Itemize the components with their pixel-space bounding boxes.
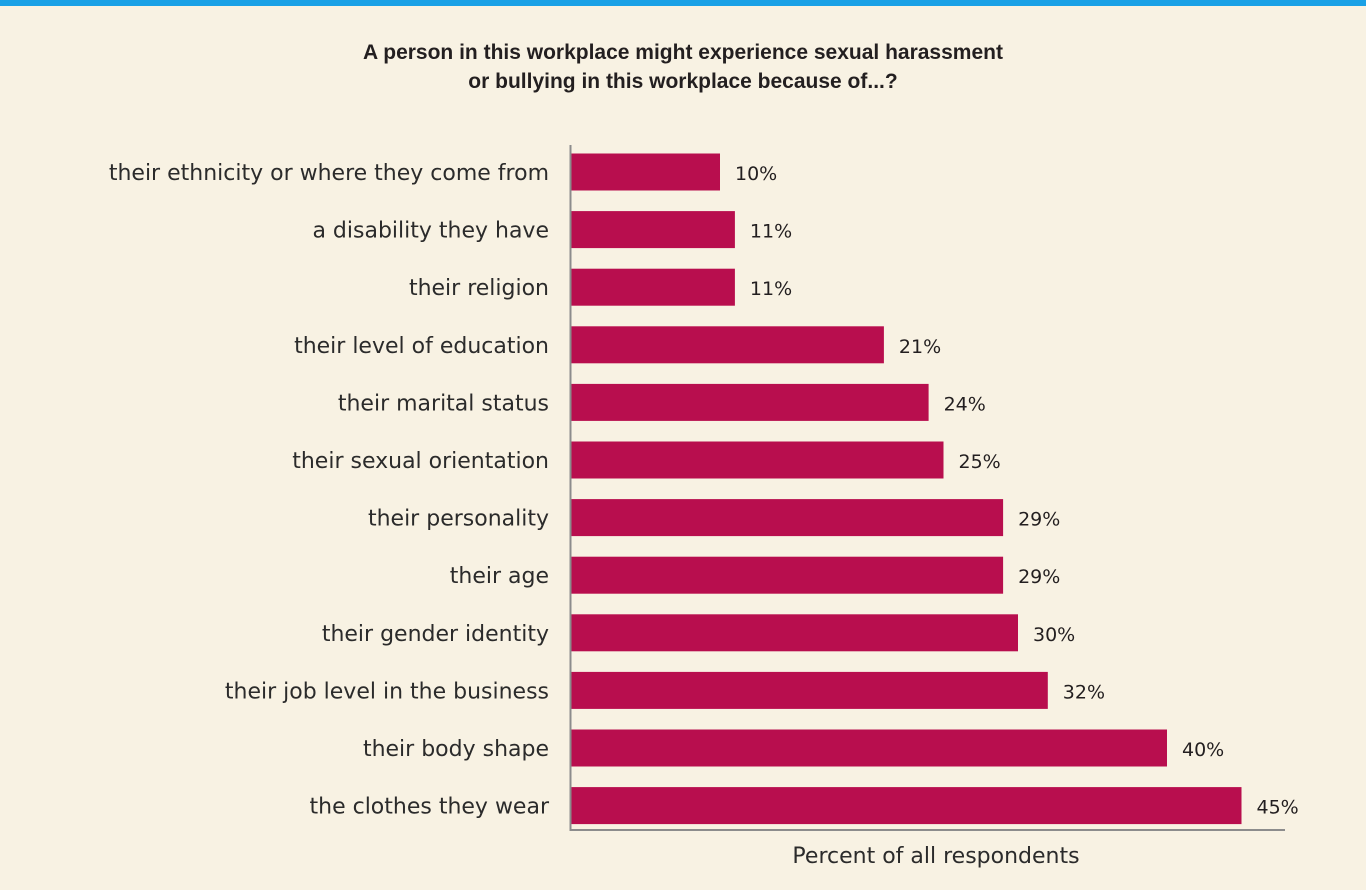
value-label: 32% bbox=[1063, 681, 1105, 703]
chart-title-line-1: A person in this workplace might experie… bbox=[363, 41, 1003, 64]
value-label: 24% bbox=[944, 393, 986, 415]
category-label: their level of education bbox=[294, 334, 549, 359]
value-label: 21% bbox=[899, 336, 941, 358]
value-label: 29% bbox=[1018, 566, 1060, 588]
plot-area: their ethnicity or where they come from 1… bbox=[109, 145, 1299, 869]
value-label: 40% bbox=[1182, 739, 1224, 761]
category-label: their age bbox=[450, 564, 549, 589]
value-label: 29% bbox=[1018, 509, 1060, 531]
category-label: their ethnicity or where they come from bbox=[109, 161, 549, 186]
bar bbox=[571, 787, 1242, 825]
bar bbox=[571, 671, 1048, 709]
value-label: 45% bbox=[1257, 797, 1299, 819]
chart-title: A person in this workplace might experie… bbox=[0, 38, 1366, 96]
bar bbox=[571, 556, 1004, 594]
bar bbox=[571, 383, 929, 421]
bar bbox=[571, 614, 1018, 652]
value-label: 25% bbox=[959, 451, 1001, 473]
value-label: 11% bbox=[750, 278, 792, 300]
category-label: their job level in the business bbox=[225, 679, 549, 704]
category-label: the clothes they wear bbox=[310, 795, 550, 820]
category-label: a disability they have bbox=[312, 219, 549, 244]
category-label: their body shape bbox=[363, 737, 549, 762]
bar bbox=[571, 268, 735, 306]
category-label: their religion bbox=[409, 276, 549, 301]
value-label: 30% bbox=[1033, 624, 1075, 646]
category-label: their marital status bbox=[338, 391, 549, 416]
category-label: their sexual orientation bbox=[292, 449, 549, 474]
bar bbox=[571, 153, 720, 191]
x-axis-label: Percent of all respondents bbox=[792, 844, 1079, 869]
value-label: 10% bbox=[735, 163, 777, 185]
bar bbox=[571, 211, 735, 249]
bar bbox=[571, 326, 884, 364]
value-label: 11% bbox=[750, 221, 792, 243]
category-label: their personality bbox=[368, 507, 549, 532]
bar bbox=[571, 441, 944, 479]
bar bbox=[571, 499, 1004, 537]
top-accent-rule bbox=[0, 0, 1366, 6]
category-label: their gender identity bbox=[322, 622, 549, 647]
chart-title-line-2: or bullying in this workplace because of… bbox=[468, 70, 898, 93]
bar bbox=[571, 729, 1167, 767]
